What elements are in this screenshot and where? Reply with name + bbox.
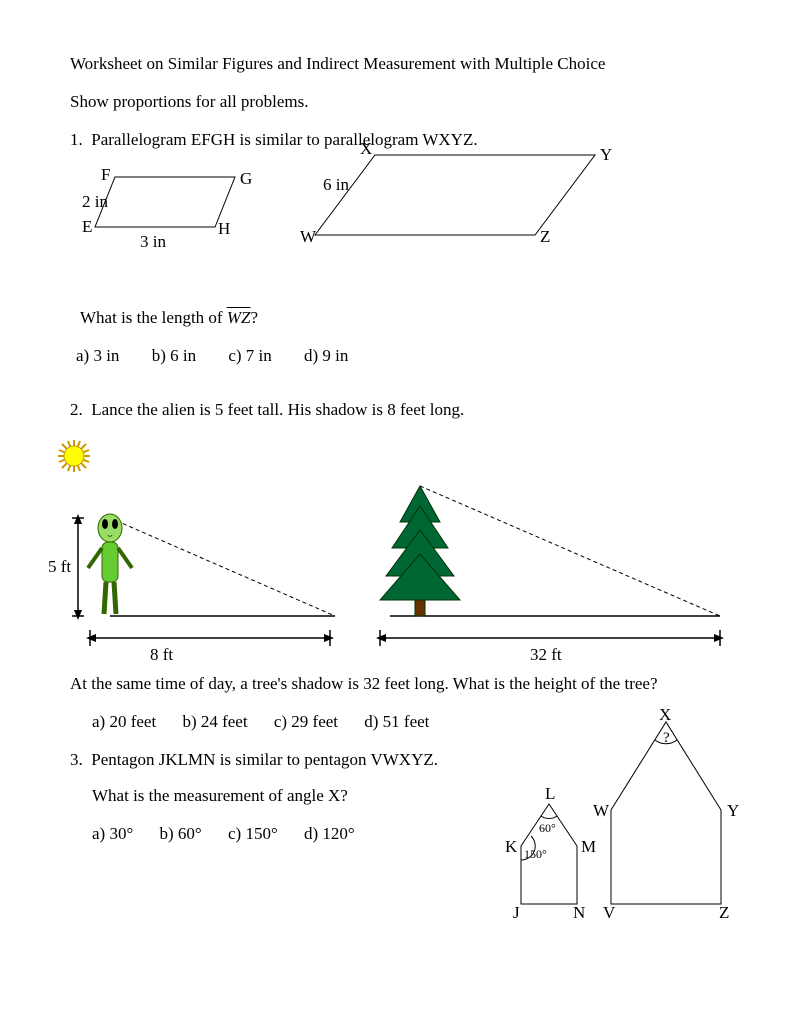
q1-choice-d: d) 9 in [304,346,348,365]
q3-choice-d: d) 120° [304,824,355,843]
parallelogram-wxyz: X Y W Z 6 in [305,150,625,265]
angle-60: 60° [539,821,556,835]
q1-choice-a: a) 3 in [76,346,119,365]
q1-seg: WZ [227,308,251,327]
q2-choice-b: b) 24 feet [182,712,247,731]
label-y: Y [600,145,612,164]
q3-choice-c: c) 150° [228,824,278,843]
q3-choice-a: a) 30° [92,824,133,843]
label-32ft: 32 ft [530,645,562,664]
page-title: Worksheet on Similar Figures and Indirec… [70,54,721,74]
q2-choice-d: d) 51 feet [364,712,429,731]
lbl-M: M [581,837,596,856]
pentagon-jklmn: L K M J N 60° 150° [505,784,596,922]
q3-block: 3. Pentagon JKLMN is similar to pentagon… [70,750,721,844]
label-z: Z [540,227,550,246]
q1-ask-pre: What is the length of [80,308,227,327]
label-3in: 3 in [140,232,166,251]
q2-prompt: 2. Lance the alien is 5 feet tall. His s… [70,400,721,420]
label-h: H [218,219,230,238]
q1-choice-c: c) 7 in [228,346,271,365]
label-f: F [101,165,110,184]
lbl-Z: Z [719,903,729,922]
q1-text: Parallelogram EFGH is similar to paralle… [91,130,477,149]
label-2in: 2 in [82,192,108,211]
label-x: X [360,139,372,158]
page-instruction: Show proportions for all problems. [70,92,721,112]
alien-triangle: 5 ft 8 ft [48,514,335,664]
label-5ft: 5 ft [48,557,71,576]
q2-text: Lance the alien is 5 feet tall. His shad… [91,400,464,419]
q2-svg: 5 ft 8 ft [60,438,740,668]
angle-q: ? [663,730,670,746]
lbl-X: X [659,705,671,724]
q1-ask: What is the length of WZ? [80,308,721,328]
lbl-Y: Y [727,801,739,820]
parallelogram-efgh: F G E H 2 in 3 in [90,172,280,282]
tree-icon [380,486,460,616]
label-e: E [82,217,92,236]
label-w: W [300,227,317,246]
lbl-L: L [545,784,555,803]
q2-choice-a: a) 20 feet [92,712,156,731]
tree-triangle: 32 ft [376,486,724,664]
lbl-K: K [505,837,518,856]
label-8ft: 8 ft [150,645,173,664]
q1-choice-b: b) 6 in [152,346,196,365]
q2-ask: At the same time of day, a tree's shadow… [70,674,721,694]
alien-icon [88,514,132,614]
pentagon-vwxyz: X W Y V Z ? [593,705,739,922]
angle-150: 150° [524,847,547,861]
q1-ask-post: ? [250,308,258,327]
q2-figure: 5 ft 8 ft [60,438,721,668]
q3-text: Pentagon JKLMN is similar to pentagon VW… [91,750,438,769]
q1-choices: a) 3 in b) 6 in c) 7 in d) 9 in [76,346,721,366]
q2-number: 2. [70,400,83,419]
lbl-N: N [573,903,585,922]
q2-choice-c: c) 29 feet [274,712,338,731]
label-g: G [240,169,252,188]
q1-figures: F G E H 2 in 3 in X Y W Z 6 in [70,162,721,282]
label-6in: 6 in [323,175,349,194]
lbl-V: V [603,903,616,922]
q3-choice-b: b) 60° [160,824,202,843]
q3-number: 3. [70,750,83,769]
worksheet-page: Worksheet on Similar Figures and Indirec… [0,0,791,1024]
lbl-W: W [593,801,610,820]
q1-prompt: 1. Parallelogram EFGH is similar to para… [70,130,721,150]
sun-icon [58,440,90,472]
q3-pentagons: L K M J N 60° 150° X W Y V Z ? [501,714,761,914]
lbl-J: J [513,903,520,922]
q1-number: 1. [70,130,83,149]
